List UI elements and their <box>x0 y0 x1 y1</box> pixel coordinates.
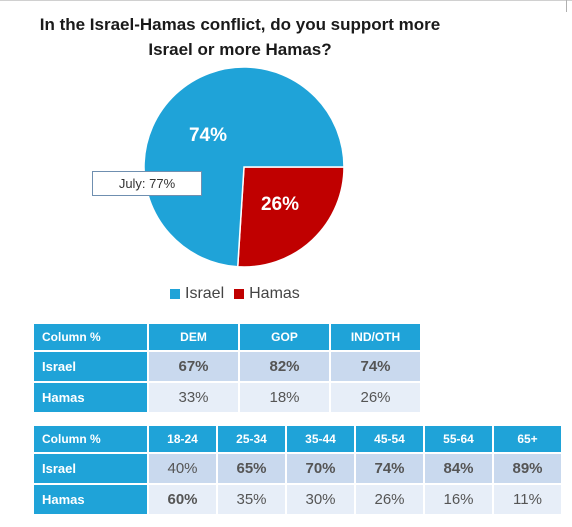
legend-label-israel: Israel <box>185 285 225 302</box>
age-cell: 30% <box>287 485 354 514</box>
pie-label-israel: 74% <box>189 125 227 146</box>
chart-title: In the Israel-Hamas conflict, do you sup… <box>39 15 441 59</box>
age-col-55-64: 55-64 <box>425 426 492 452</box>
party-row-label-hamas: Hamas <box>34 383 147 412</box>
party-cell: 26% <box>331 383 420 412</box>
pie-label-hamas: 26% <box>261 194 299 215</box>
party-col-gop: GOP <box>240 324 329 350</box>
party-row-israel: Israel 67% 82% 74% <box>34 352 420 381</box>
age-row-label-israel: Israel <box>34 454 147 483</box>
age-cell: 70% <box>287 454 354 483</box>
age-table-header: Column % 18-24 25-34 35-44 45-54 55-64 6… <box>34 426 561 452</box>
legend-item-hamas: Hamas <box>234 285 300 303</box>
age-row-israel: Israel 40% 65% 70% 74% 84% 89% <box>34 454 561 483</box>
age-row-label-hamas: Hamas <box>34 485 147 514</box>
age-cell: 84% <box>425 454 492 483</box>
party-cell: 18% <box>240 383 329 412</box>
age-cell: 11% <box>494 485 561 514</box>
age-corner-label: Column % <box>34 426 147 452</box>
age-col-18-24: 18-24 <box>149 426 216 452</box>
side-border <box>566 0 567 12</box>
pie-slice-hamas <box>236 166 345 268</box>
legend-swatch-hamas <box>234 289 245 299</box>
age-cell: 16% <box>425 485 492 514</box>
age-col-45-54: 45-54 <box>356 426 423 452</box>
age-table: Column % 18-24 25-34 35-44 45-54 55-64 6… <box>32 424 563 516</box>
age-row-hamas: Hamas 60% 35% 30% 26% 16% 11% <box>34 485 561 514</box>
party-cell: 33% <box>149 383 238 412</box>
party-row-hamas: Hamas 33% 18% 26% <box>34 383 420 412</box>
age-col-35-44: 35-44 <box>287 426 354 452</box>
age-cell: 74% <box>356 454 423 483</box>
july-callout: July: 77% <box>92 171 202 196</box>
legend-label-hamas: Hamas <box>249 285 300 302</box>
party-col-ind: IND/OTH <box>331 324 420 350</box>
top-border <box>0 0 572 1</box>
legend: Israel Hamas <box>170 285 310 303</box>
party-corner-label: Column % <box>34 324 147 350</box>
age-col-65-plus: 65+ <box>494 426 561 452</box>
party-table-header: Column % DEM GOP IND/OTH <box>34 324 420 350</box>
age-cell: 26% <box>356 485 423 514</box>
party-cell: 67% <box>149 352 238 381</box>
party-cell: 74% <box>331 352 420 381</box>
age-col-25-34: 25-34 <box>218 426 285 452</box>
party-table: Column % DEM GOP IND/OTH Israel 67% 82% … <box>32 322 422 414</box>
age-cell: 89% <box>494 454 561 483</box>
age-cell: 35% <box>218 485 285 514</box>
legend-swatch-israel <box>170 289 180 299</box>
age-cell: 65% <box>218 454 285 483</box>
legend-item-israel: Israel <box>170 285 224 303</box>
party-cell: 82% <box>240 352 329 381</box>
pie-slice-israel <box>143 66 345 268</box>
age-cell: 40% <box>149 454 216 483</box>
party-row-label-israel: Israel <box>34 352 147 381</box>
age-cell: 60% <box>149 485 216 514</box>
party-col-dem: DEM <box>149 324 238 350</box>
